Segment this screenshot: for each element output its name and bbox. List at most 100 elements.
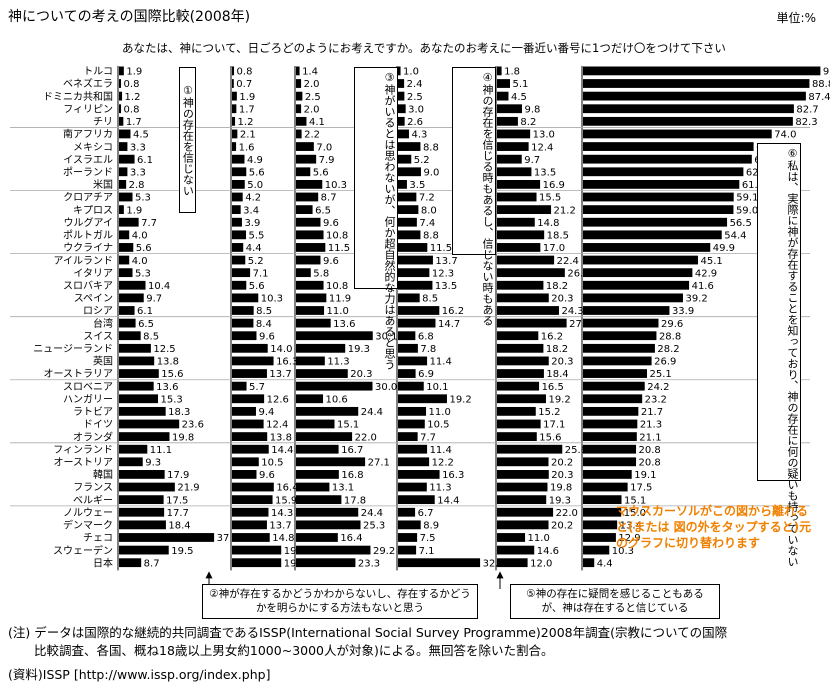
category-label: 米国 — [93, 178, 113, 191]
bar — [583, 268, 693, 278]
data-label: 45.1 — [701, 256, 723, 267]
data-label: 13.6 — [333, 319, 355, 330]
chart-title: 神についての考えの国際比較(2008年) — [8, 9, 251, 25]
data-label: 19.3 — [348, 344, 370, 355]
data-label: 14.3 — [271, 508, 293, 519]
data-label: 21.7 — [641, 407, 663, 418]
bar — [232, 104, 237, 114]
bar — [296, 167, 311, 177]
data-label: 11.0 — [528, 533, 550, 544]
bar — [296, 444, 339, 454]
bar — [583, 104, 794, 114]
arrow-option-2-head — [205, 571, 213, 579]
data-label: 23.2 — [645, 394, 667, 405]
data-label: 4.9 — [247, 155, 263, 166]
bar — [119, 533, 215, 542]
bar — [583, 331, 657, 341]
data-label: 9.6 — [323, 256, 339, 267]
category-label: クロアチア — [63, 192, 113, 204]
bar — [232, 255, 246, 265]
bar — [232, 205, 241, 215]
bar — [583, 293, 683, 303]
bar — [583, 154, 752, 164]
data-label: 17.5 — [166, 495, 188, 506]
category-label: ドミニカ共和国 — [43, 91, 113, 103]
category-label: ラトビア — [73, 406, 113, 418]
data-label: 21.9 — [177, 483, 199, 494]
bar — [296, 432, 353, 441]
data-label: 5.2 — [248, 256, 264, 267]
data-label: 5.6 — [136, 243, 152, 254]
data-label: 0.8 — [124, 104, 140, 115]
bar — [232, 192, 243, 202]
data-label: 11.5 — [430, 243, 452, 254]
data-label: 12.2 — [432, 458, 454, 469]
data-label: 6.1 — [137, 155, 153, 166]
bar — [583, 533, 616, 542]
data-label: 12.4 — [531, 142, 553, 153]
bar — [119, 495, 164, 505]
data-label: 27.1 — [368, 458, 390, 469]
data-label: 13.5 — [435, 281, 457, 292]
data-label: 14.8 — [537, 218, 559, 229]
data-label: 21.3 — [640, 420, 662, 431]
data-label: 28.2 — [657, 344, 679, 355]
data-label: 20.3 — [551, 357, 573, 368]
bar — [497, 545, 535, 555]
data-label: 19.8 — [172, 432, 194, 443]
data-label: 22.0 — [556, 508, 578, 519]
bar — [119, 104, 122, 114]
bar — [296, 533, 338, 542]
data-label: 1.7 — [239, 104, 255, 115]
bar — [119, 243, 134, 252]
data-label: 16.5 — [542, 382, 564, 393]
bar — [497, 230, 545, 240]
bar — [398, 356, 428, 366]
bar — [119, 179, 127, 189]
bar — [232, 495, 273, 505]
bar — [497, 558, 528, 568]
category-label: 南アフリカ — [63, 128, 113, 141]
data-label: 2.0 — [304, 104, 320, 115]
data-label: 4.4 — [246, 243, 262, 254]
bar — [497, 280, 544, 290]
bar — [583, 142, 754, 151]
bar — [583, 205, 734, 215]
bar — [497, 406, 536, 416]
data-label: 12.4 — [266, 420, 288, 431]
data-label: 19.3 — [549, 495, 571, 506]
data-label: 21.1 — [639, 432, 661, 443]
category-label: フィンランド — [53, 444, 113, 456]
data-label: 7.8 — [420, 344, 436, 355]
data-label: 25.6 — [565, 445, 587, 456]
bar — [296, 419, 335, 429]
bar — [119, 457, 143, 467]
data-label: 16.2 — [442, 306, 464, 317]
data-label: 4.0 — [132, 231, 148, 242]
bar-chart[interactable]: トルコ1.90.81.41.01.893.1ベネズエラ0.80.72.02.45… — [0, 0, 830, 610]
bar — [296, 381, 373, 391]
bar — [497, 470, 549, 479]
bar — [232, 91, 237, 101]
bar — [497, 482, 548, 492]
data-label: 0.8 — [124, 79, 140, 90]
bar — [497, 268, 565, 278]
data-label: 20.8 — [639, 445, 661, 456]
bar — [398, 66, 401, 76]
data-label: 10.4 — [148, 281, 170, 292]
bar — [232, 217, 242, 227]
data-label: 16.3 — [276, 357, 298, 368]
data-label: 11.4 — [430, 445, 452, 456]
data-label: 1.9 — [126, 205, 142, 216]
category-label: ベネズエラ — [63, 77, 113, 90]
data-label: 9.3 — [145, 458, 161, 469]
bar — [497, 343, 544, 353]
data-label: 12.5 — [153, 344, 175, 355]
bar — [398, 457, 430, 467]
bar — [119, 129, 131, 139]
data-label: 7.0 — [316, 142, 332, 153]
category-label: フランス — [73, 482, 113, 494]
data-label: 17.9 — [167, 470, 189, 481]
data-label: 15.6 — [161, 369, 183, 380]
data-label: 8.2 — [520, 117, 536, 128]
